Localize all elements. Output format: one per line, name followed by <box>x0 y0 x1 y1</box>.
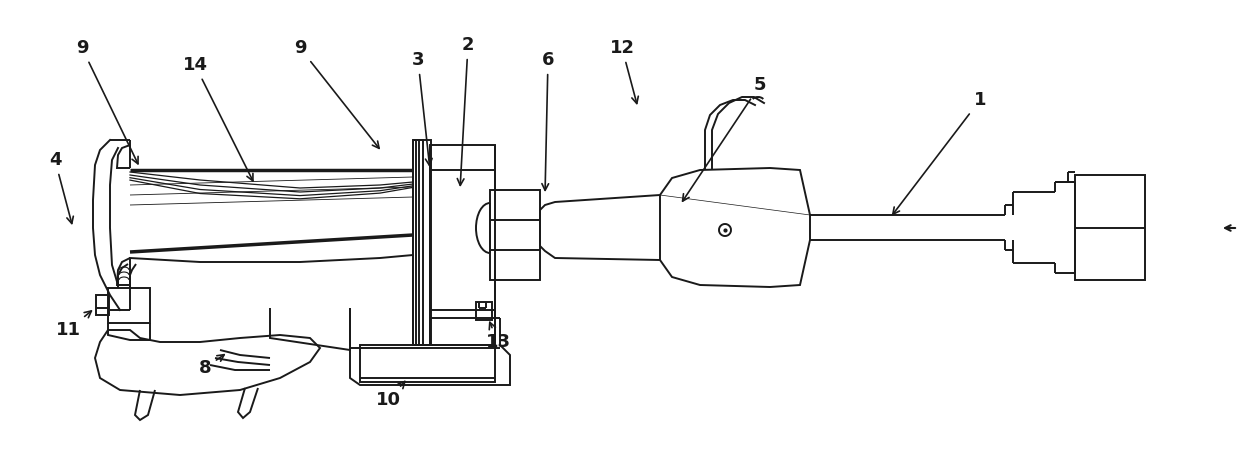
Text: 9: 9 <box>294 39 379 148</box>
Text: 11: 11 <box>56 311 92 339</box>
Text: 6: 6 <box>542 51 554 190</box>
Text: 10: 10 <box>376 381 405 409</box>
Bar <box>476 302 492 320</box>
Bar <box>490 190 539 280</box>
Text: 13: 13 <box>486 322 511 351</box>
Text: 8: 8 <box>198 355 224 377</box>
Text: 2: 2 <box>458 36 474 185</box>
Bar <box>360 345 495 382</box>
Bar <box>1075 175 1145 280</box>
Text: 12: 12 <box>610 39 639 104</box>
Text: 4: 4 <box>48 151 73 223</box>
Bar <box>430 145 495 345</box>
Bar <box>108 288 150 323</box>
Bar <box>413 140 432 345</box>
Bar <box>95 295 109 315</box>
Text: 5: 5 <box>682 76 766 201</box>
Text: 1: 1 <box>893 91 986 214</box>
Text: 3: 3 <box>412 51 432 165</box>
Text: 9: 9 <box>76 39 138 164</box>
Text: 14: 14 <box>182 56 253 181</box>
